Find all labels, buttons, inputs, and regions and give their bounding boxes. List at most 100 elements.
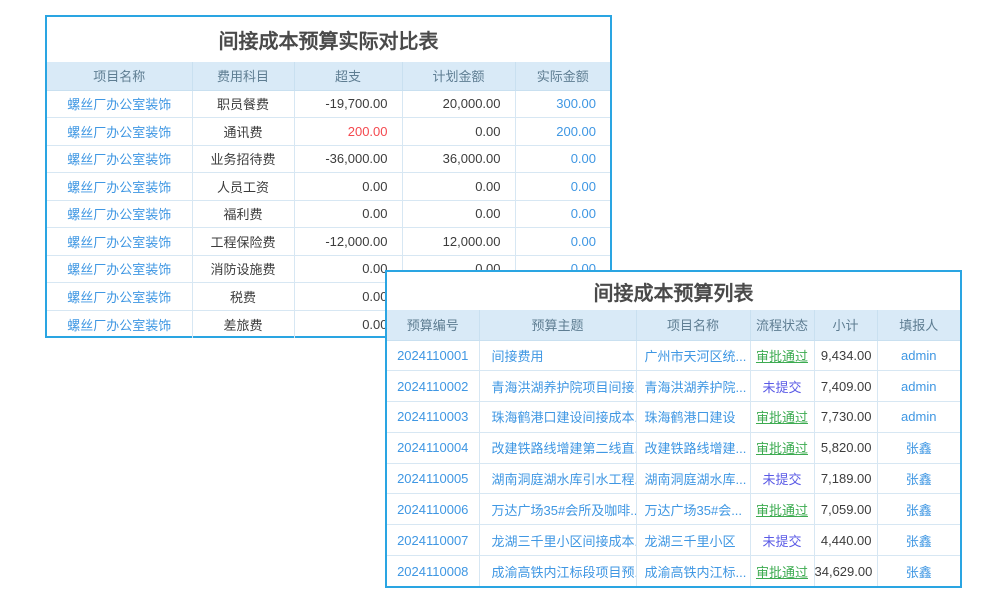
filler-link[interactable]: 张鑫 bbox=[876, 555, 960, 587]
process-status-cell[interactable]: 审批通过 bbox=[749, 401, 815, 433]
table-row: 2024110006 万达广场35#会所及咖啡... 万达广场35#会... 审批通过… bbox=[387, 493, 960, 526]
budget-number-link[interactable]: 2024110007 bbox=[387, 524, 480, 557]
budget-number-link[interactable]: 2024110001 bbox=[387, 339, 480, 372]
table-row: 2024110007 龙湖三千里小区间接成本... 龙湖三千里小区 未提交 4,440.… bbox=[387, 524, 960, 557]
budget-subject-link[interactable]: 间接费用 bbox=[478, 339, 637, 372]
table-row: 2024110001 间接费用 广州市天河区统... 审批通过 9,434.00 admi… bbox=[387, 339, 960, 372]
budget-number-link[interactable]: 2024110005 bbox=[387, 462, 480, 495]
expense-category-cell: 工程保险费 bbox=[191, 227, 295, 256]
actual-amount-link[interactable]: 0.00 bbox=[514, 199, 610, 228]
project-name-link[interactable]: 螺丝厂办公室装饰 bbox=[47, 89, 193, 118]
actual-amount-link[interactable]: 0.00 bbox=[514, 144, 610, 173]
overspend-cell: -19,700.00 bbox=[293, 89, 403, 118]
overspend-cell: 0.00 bbox=[293, 282, 403, 311]
planned-amount-cell: 36,000.00 bbox=[401, 144, 516, 173]
table-row: 螺丝厂办公室装饰 人员工资 0.00 0.00 0.00 bbox=[47, 172, 610, 201]
filler-link[interactable]: admin bbox=[876, 339, 960, 372]
expense-category-cell: 税费 bbox=[191, 282, 295, 311]
overspend-cell: -12,000.00 bbox=[293, 227, 403, 256]
process-status-cell[interactable]: 审批通过 bbox=[749, 339, 815, 372]
column-header: 填报人 bbox=[876, 310, 960, 341]
budget-subject-link[interactable]: 珠海鹤港口建设间接成本... bbox=[478, 401, 637, 433]
project-name-link[interactable]: 珠海鹤港口建设 bbox=[635, 401, 751, 433]
budget-subject-link[interactable]: 成渝高铁内江标段项目预... bbox=[478, 555, 637, 587]
table-row: 2024110002 青海洪湖养护院项目间接... 青海洪湖养护院... 未提交 7,4… bbox=[387, 370, 960, 403]
column-header: 项目名称 bbox=[47, 62, 193, 91]
budget-subject-link[interactable]: 万达广场35#会所及咖啡... bbox=[478, 493, 637, 526]
budget-list-table: 预算编号 预算主题 项目名称 流程状态 小计 填报人 2024110001 间接费用 广州市天… bbox=[387, 310, 960, 587]
list-table-body: 2024110001 间接费用 广州市天河区统... 审批通过 9,434.00 admi… bbox=[387, 339, 960, 587]
compare-table-title: 间接成本预算实际对比表 bbox=[218, 31, 439, 53]
project-name-link[interactable]: 螺丝厂办公室装饰 bbox=[47, 144, 193, 173]
table-row: 螺丝厂办公室装饰 工程保险费 -12,000.00 12,000.00 0.00 bbox=[47, 227, 610, 256]
project-name-link[interactable]: 螺丝厂办公室装饰 bbox=[47, 282, 193, 311]
filler-link[interactable]: 张鑫 bbox=[876, 493, 960, 526]
filler-link[interactable]: admin bbox=[876, 401, 960, 433]
column-header: 项目名称 bbox=[635, 310, 751, 341]
table-row: 螺丝厂办公室装饰 职员餐费 -19,700.00 20,000.00 300.00 bbox=[47, 89, 610, 118]
overspend-cell: 0.00 bbox=[293, 172, 403, 201]
actual-amount-link[interactable]: 0.00 bbox=[514, 172, 610, 201]
project-name-link[interactable]: 螺丝厂办公室装饰 bbox=[47, 309, 193, 338]
column-header: 预算编号 bbox=[387, 310, 480, 341]
subtotal-cell: 9,434.00 bbox=[813, 339, 878, 372]
table-row: 2024110005 湖南洞庭湖水库引水工程... 湖南洞庭湖水库... 未提交 7,1… bbox=[387, 462, 960, 495]
budget-subject-link[interactable]: 龙湖三千里小区间接成本... bbox=[478, 524, 637, 557]
list-header-row: 预算编号 预算主题 项目名称 流程状态 小计 填报人 bbox=[387, 310, 960, 341]
project-name-link[interactable]: 改建铁路线增建... bbox=[635, 431, 751, 464]
project-name-link[interactable]: 万达广场35#会... bbox=[635, 493, 751, 526]
project-name-link[interactable]: 湖南洞庭湖水库... bbox=[635, 462, 751, 495]
budget-list-panel: 间接成本预算列表 预算编号 预算主题 项目名称 流程状态 小计 填报人 202411000… bbox=[385, 270, 962, 588]
budget-number-link[interactable]: 2024110008 bbox=[387, 555, 480, 587]
subtotal-cell: 5,820.00 bbox=[813, 431, 878, 464]
table-row: 螺丝厂办公室装饰 业务招待费 -36,000.00 36,000.00 0.00 bbox=[47, 144, 610, 173]
overspend-cell: 0.00 bbox=[293, 199, 403, 228]
budget-number-link[interactable]: 2024110002 bbox=[387, 370, 480, 403]
actual-amount-link[interactable]: 0.00 bbox=[514, 227, 610, 256]
subtotal-cell: 7,059.00 bbox=[813, 493, 878, 526]
filler-link[interactable]: 张鑫 bbox=[876, 462, 960, 495]
column-header: 计划金额 bbox=[401, 62, 516, 91]
budget-number-link[interactable]: 2024110004 bbox=[387, 431, 480, 464]
project-name-link[interactable]: 青海洪湖养护院... bbox=[635, 370, 751, 403]
project-name-link[interactable]: 成渝高铁内江标... bbox=[635, 555, 751, 587]
process-status-cell: 未提交 bbox=[749, 524, 815, 557]
overspend-cell: 0.00 bbox=[293, 309, 403, 338]
process-status-cell[interactable]: 审批通过 bbox=[749, 555, 815, 587]
project-name-link[interactable]: 螺丝厂办公室装饰 bbox=[47, 172, 193, 201]
subtotal-cell: 7,409.00 bbox=[813, 370, 878, 403]
process-status-cell[interactable]: 审批通过 bbox=[749, 493, 815, 526]
table-row: 螺丝厂办公室装饰 福利费 0.00 0.00 0.00 bbox=[47, 199, 610, 228]
project-name-link[interactable]: 螺丝厂办公室装饰 bbox=[47, 227, 193, 256]
overspend-cell: 0.00 bbox=[293, 254, 403, 283]
subtotal-cell: 34,629.00 bbox=[813, 555, 878, 587]
project-name-link[interactable]: 螺丝厂办公室装饰 bbox=[47, 254, 193, 283]
process-status-cell: 未提交 bbox=[749, 370, 815, 403]
subtotal-cell: 7,730.00 bbox=[813, 401, 878, 433]
expense-category-cell: 职员餐费 bbox=[191, 89, 295, 118]
budget-number-link[interactable]: 2024110006 bbox=[387, 493, 480, 526]
process-status-cell[interactable]: 审批通过 bbox=[749, 431, 815, 464]
expense-category-cell: 消防设施费 bbox=[191, 254, 295, 283]
filler-link[interactable]: 张鑫 bbox=[876, 524, 960, 557]
list-table-title: 间接成本预算列表 bbox=[593, 282, 754, 305]
filler-link[interactable]: admin bbox=[876, 370, 960, 403]
expense-category-cell: 业务招待费 bbox=[191, 144, 295, 173]
project-name-link[interactable]: 龙湖三千里小区 bbox=[635, 524, 751, 557]
project-name-link[interactable]: 螺丝厂办公室装饰 bbox=[47, 199, 193, 228]
budget-subject-link[interactable]: 改建铁路线增建第二线直... bbox=[478, 431, 637, 464]
budget-subject-link[interactable]: 青海洪湖养护院项目间接... bbox=[478, 370, 637, 403]
table-row: 2024110008 成渝高铁内江标段项目预... 成渝高铁内江标... 审批通过 34… bbox=[387, 555, 960, 587]
actual-amount-link[interactable]: 300.00 bbox=[514, 89, 610, 118]
filler-link[interactable]: 张鑫 bbox=[876, 431, 960, 464]
budget-number-link[interactable]: 2024110003 bbox=[387, 401, 480, 433]
budget-subject-link[interactable]: 湖南洞庭湖水库引水工程... bbox=[478, 462, 637, 495]
column-header: 实际金额 bbox=[514, 62, 610, 91]
project-name-link[interactable]: 螺丝厂办公室装饰 bbox=[47, 117, 193, 146]
column-header: 小计 bbox=[813, 310, 878, 341]
actual-amount-link[interactable]: 200.00 bbox=[514, 117, 610, 146]
overspend-cell: -36,000.00 bbox=[293, 144, 403, 173]
subtotal-cell: 7,189.00 bbox=[813, 462, 878, 495]
project-name-link[interactable]: 广州市天河区统... bbox=[635, 339, 751, 372]
column-header: 费用科目 bbox=[191, 62, 295, 91]
